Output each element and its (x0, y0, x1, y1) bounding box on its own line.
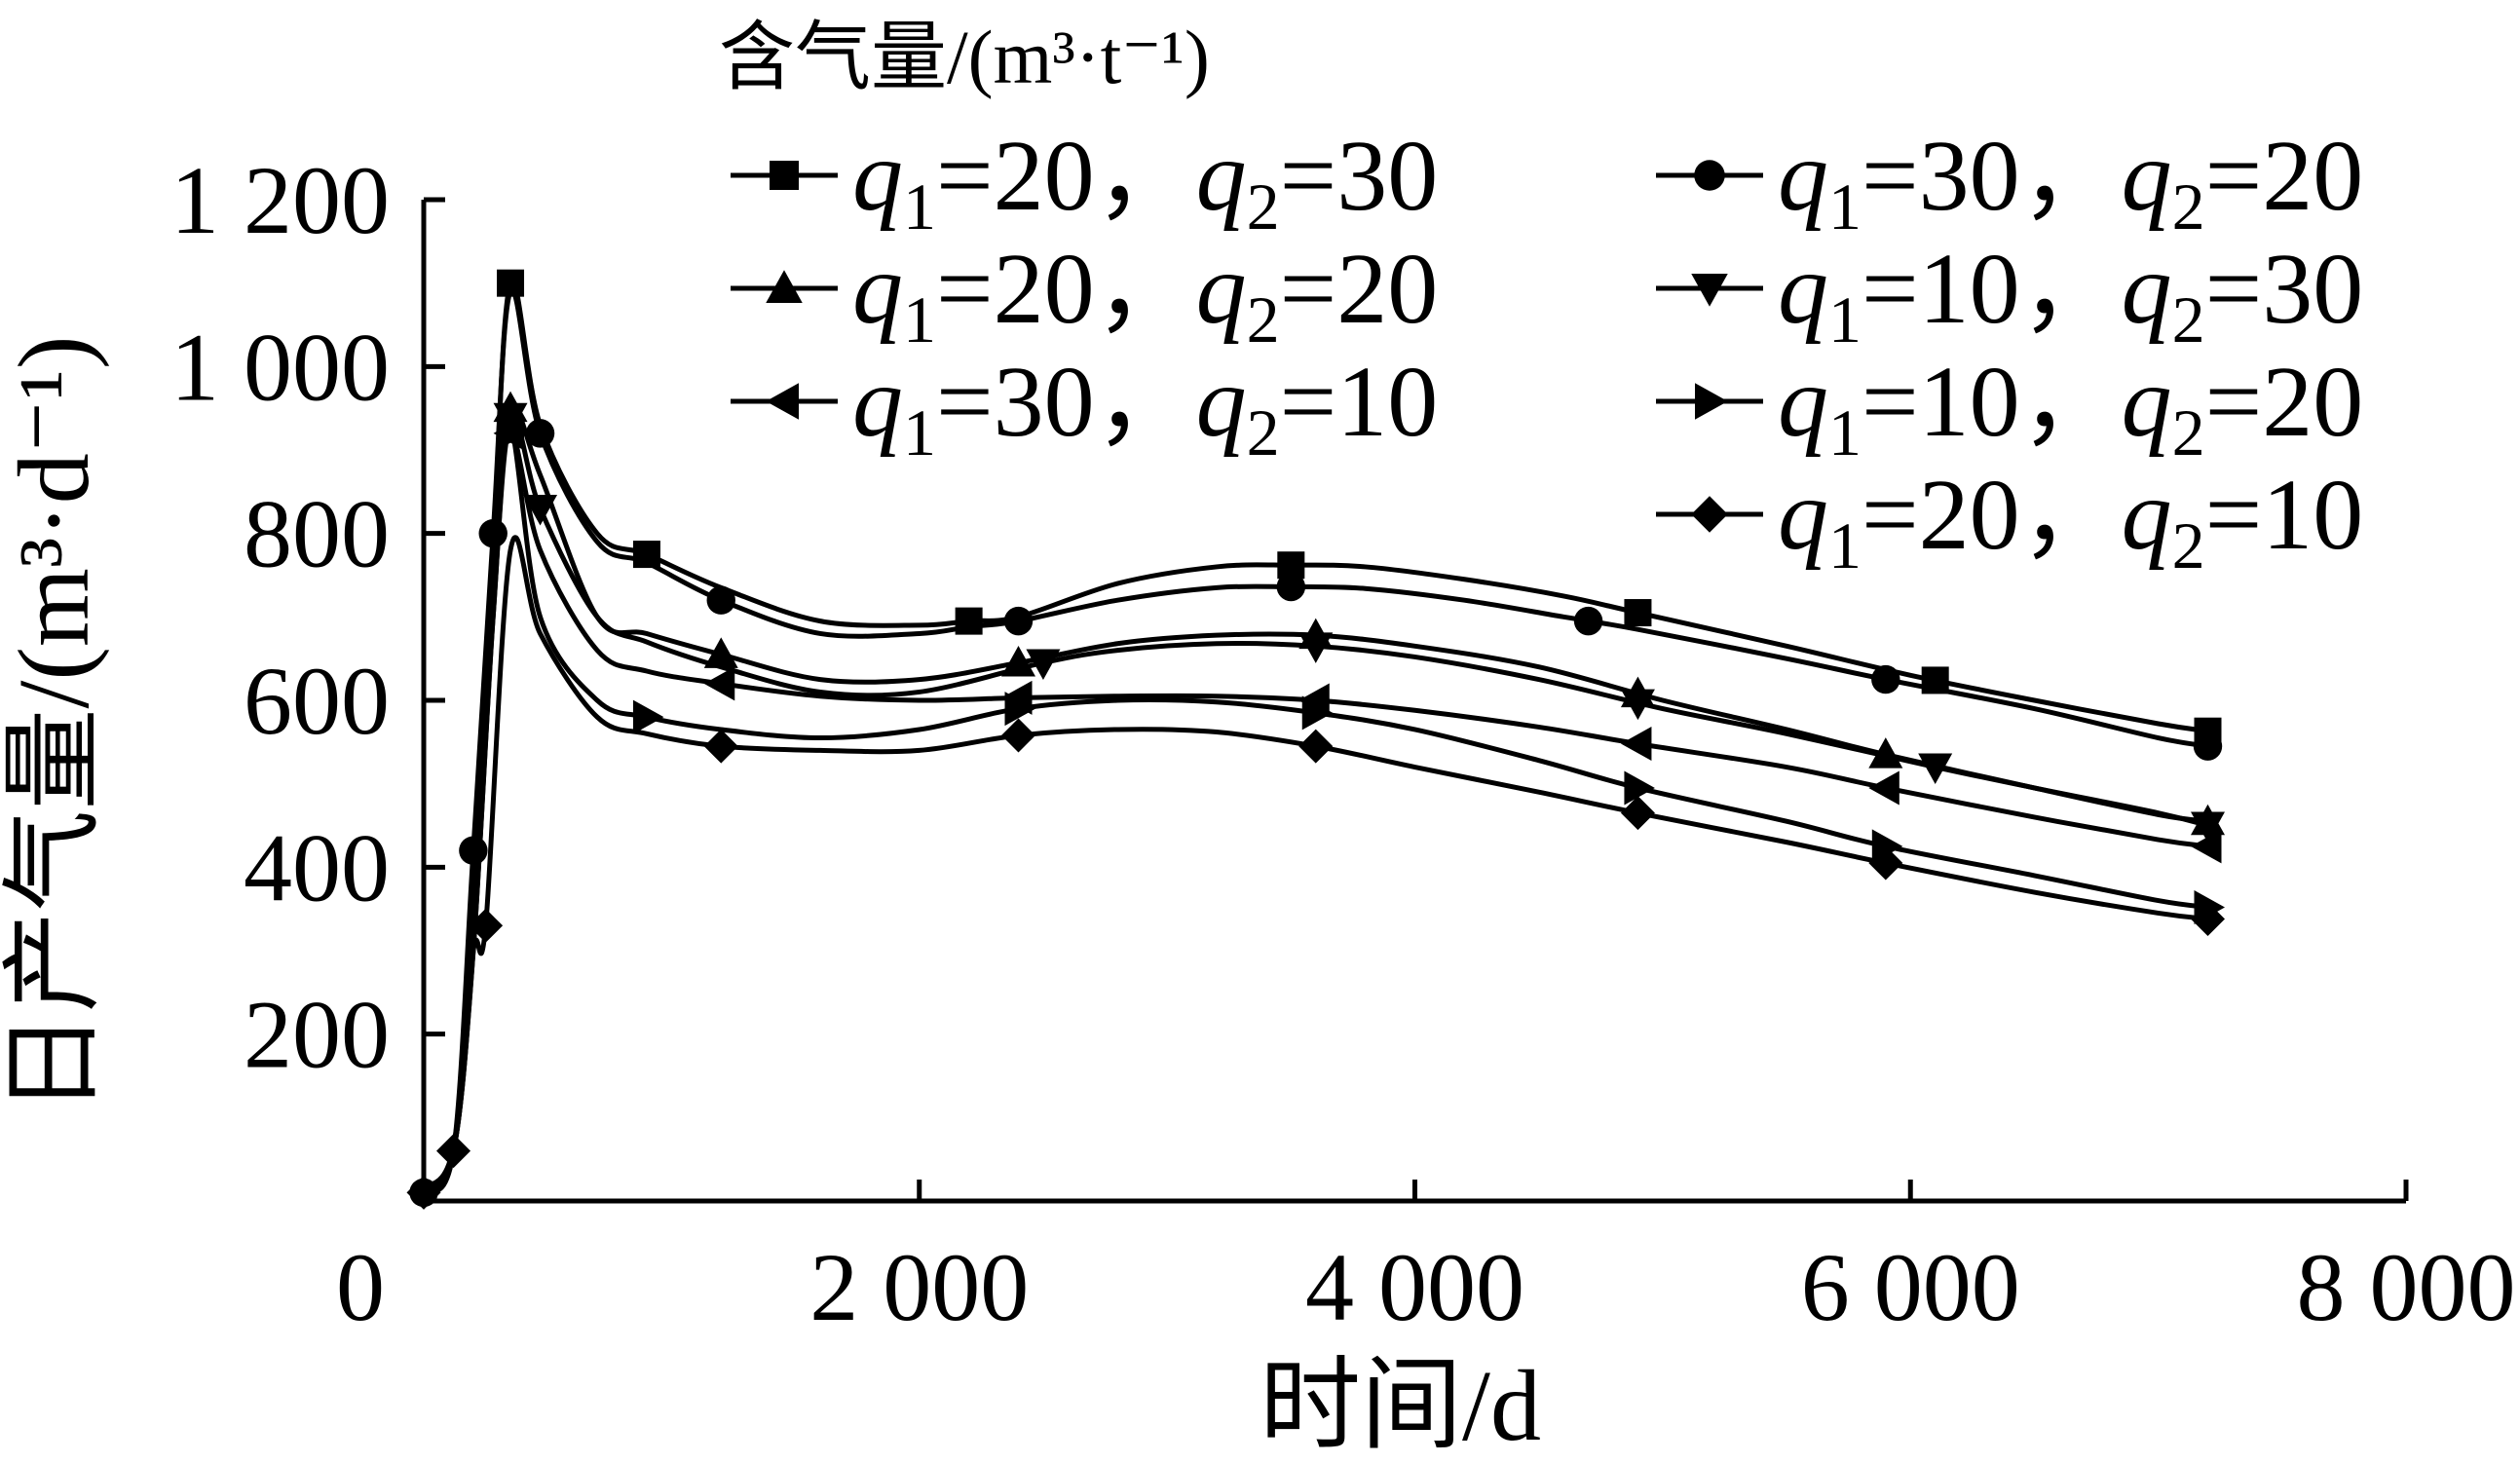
marker-circle (1573, 606, 1603, 636)
legend-item: q1=20，q2=20 (731, 233, 1438, 356)
marker-circle (1003, 606, 1034, 636)
legend-label: q1=10，q2=30 (1778, 233, 2363, 356)
marker-triangle-down (1918, 753, 1953, 785)
marker-circle (2193, 732, 2223, 761)
marker-diamond (1691, 496, 1728, 533)
marker-triangle-right (632, 699, 664, 734)
marker-triangle-right (1624, 770, 1655, 806)
marker-diamond (436, 1134, 471, 1169)
legend-label: q1=20，q2=10 (1778, 459, 2363, 582)
marker-triangle-left (1620, 727, 1652, 762)
marker-square (770, 161, 799, 190)
y-tick-label: 200 (244, 981, 390, 1089)
marker-triangle-down (1026, 649, 1061, 680)
marker-diamond (1620, 796, 1655, 831)
y-tick-label: 400 (244, 813, 390, 921)
marker-triangle-down (1620, 689, 1655, 721)
x-tick-label: 8 000 (2297, 1233, 2516, 1341)
marker-triangle-left (766, 383, 799, 420)
x-tick-label: 6 000 (1801, 1233, 2020, 1341)
legend-label: q1=30，q2=10 (852, 346, 1438, 469)
legend-label: q1=10，q2=20 (1778, 346, 2363, 469)
marker-circle (1276, 572, 1306, 602)
marker-square (1624, 599, 1652, 627)
legend-item: q1=20，q2=30 (731, 120, 1438, 244)
marker-triangle-right (1004, 692, 1035, 727)
legend-title: 含气量/(m³·t⁻¹) (719, 15, 1210, 99)
marker-diamond (703, 729, 738, 764)
x-tick-label: 0 (336, 1233, 385, 1341)
marker-triangle-left (2191, 829, 2222, 864)
marker-diamond (2191, 901, 2225, 936)
legend-item: q1=30，q2=10 (731, 346, 1438, 469)
marker-triangle-down (523, 494, 558, 526)
marker-diamond (406, 1175, 441, 1210)
legend-label: q1=30，q2=20 (1778, 120, 2363, 244)
y-tick-label: 1 000 (170, 313, 390, 421)
legend-item: q1=10，q2=30 (1656, 233, 2363, 356)
marker-circle (1694, 160, 1725, 191)
marker-diamond (469, 908, 504, 943)
legend-label: q1=20，q2=30 (852, 120, 1438, 244)
legend-item: q1=30，q2=20 (1656, 120, 2363, 244)
marker-circle (706, 585, 735, 615)
series-line (421, 431, 2208, 1195)
y-tick-label: 800 (244, 480, 390, 588)
marker-triangle-down (1298, 632, 1334, 663)
x-tick-label: 2 000 (809, 1233, 1029, 1341)
marker-triangle-down (2191, 811, 2225, 843)
legend: 含气量/(m³·t⁻¹) q1=20，q2=30 q1=30，q2=20 q1=20，… (719, 15, 2363, 582)
marker-circle (1871, 664, 1900, 694)
y-tick-label: 1 200 (170, 146, 390, 254)
marker-triangle-up (703, 637, 738, 668)
marker-triangle-up (766, 270, 803, 303)
marker-diamond (1001, 718, 1035, 753)
legend-item: q1=20，q2=10 (1656, 459, 2363, 582)
axes: 0 2 000 4 000 6 000 8 000 200 400 600 800 1 000 1 … (0, 146, 2516, 1462)
legend-label: q1=20，q2=20 (852, 233, 1438, 356)
series-7 (406, 535, 2225, 1210)
marker-triangle-right (1301, 695, 1334, 731)
marker-triangle-down (1691, 274, 1728, 307)
marker-diamond (1868, 845, 1903, 881)
marker-triangle-right (497, 416, 528, 451)
x-tick-label: 4 000 (1305, 1233, 1524, 1341)
marker-triangle-up (1868, 737, 1903, 769)
series-line (421, 535, 2208, 1195)
marker-triangle-down (493, 402, 528, 434)
x-axis-title: 时间/d (1260, 1350, 1541, 1458)
y-axis-title: 日产气量/(m³·d⁻¹) (0, 336, 110, 1114)
marker-triangle-right (1695, 383, 1728, 420)
y-tick-label: 600 (244, 647, 390, 755)
marker-diamond (1298, 729, 1334, 764)
marker-triangle-left (703, 666, 735, 701)
marker-circle (459, 836, 488, 865)
marker-triangle-left (1868, 770, 1899, 806)
series-layer (406, 269, 2225, 1210)
marker-circle (525, 419, 555, 448)
legend-item: q1=10，q2=20 (1656, 346, 2363, 469)
